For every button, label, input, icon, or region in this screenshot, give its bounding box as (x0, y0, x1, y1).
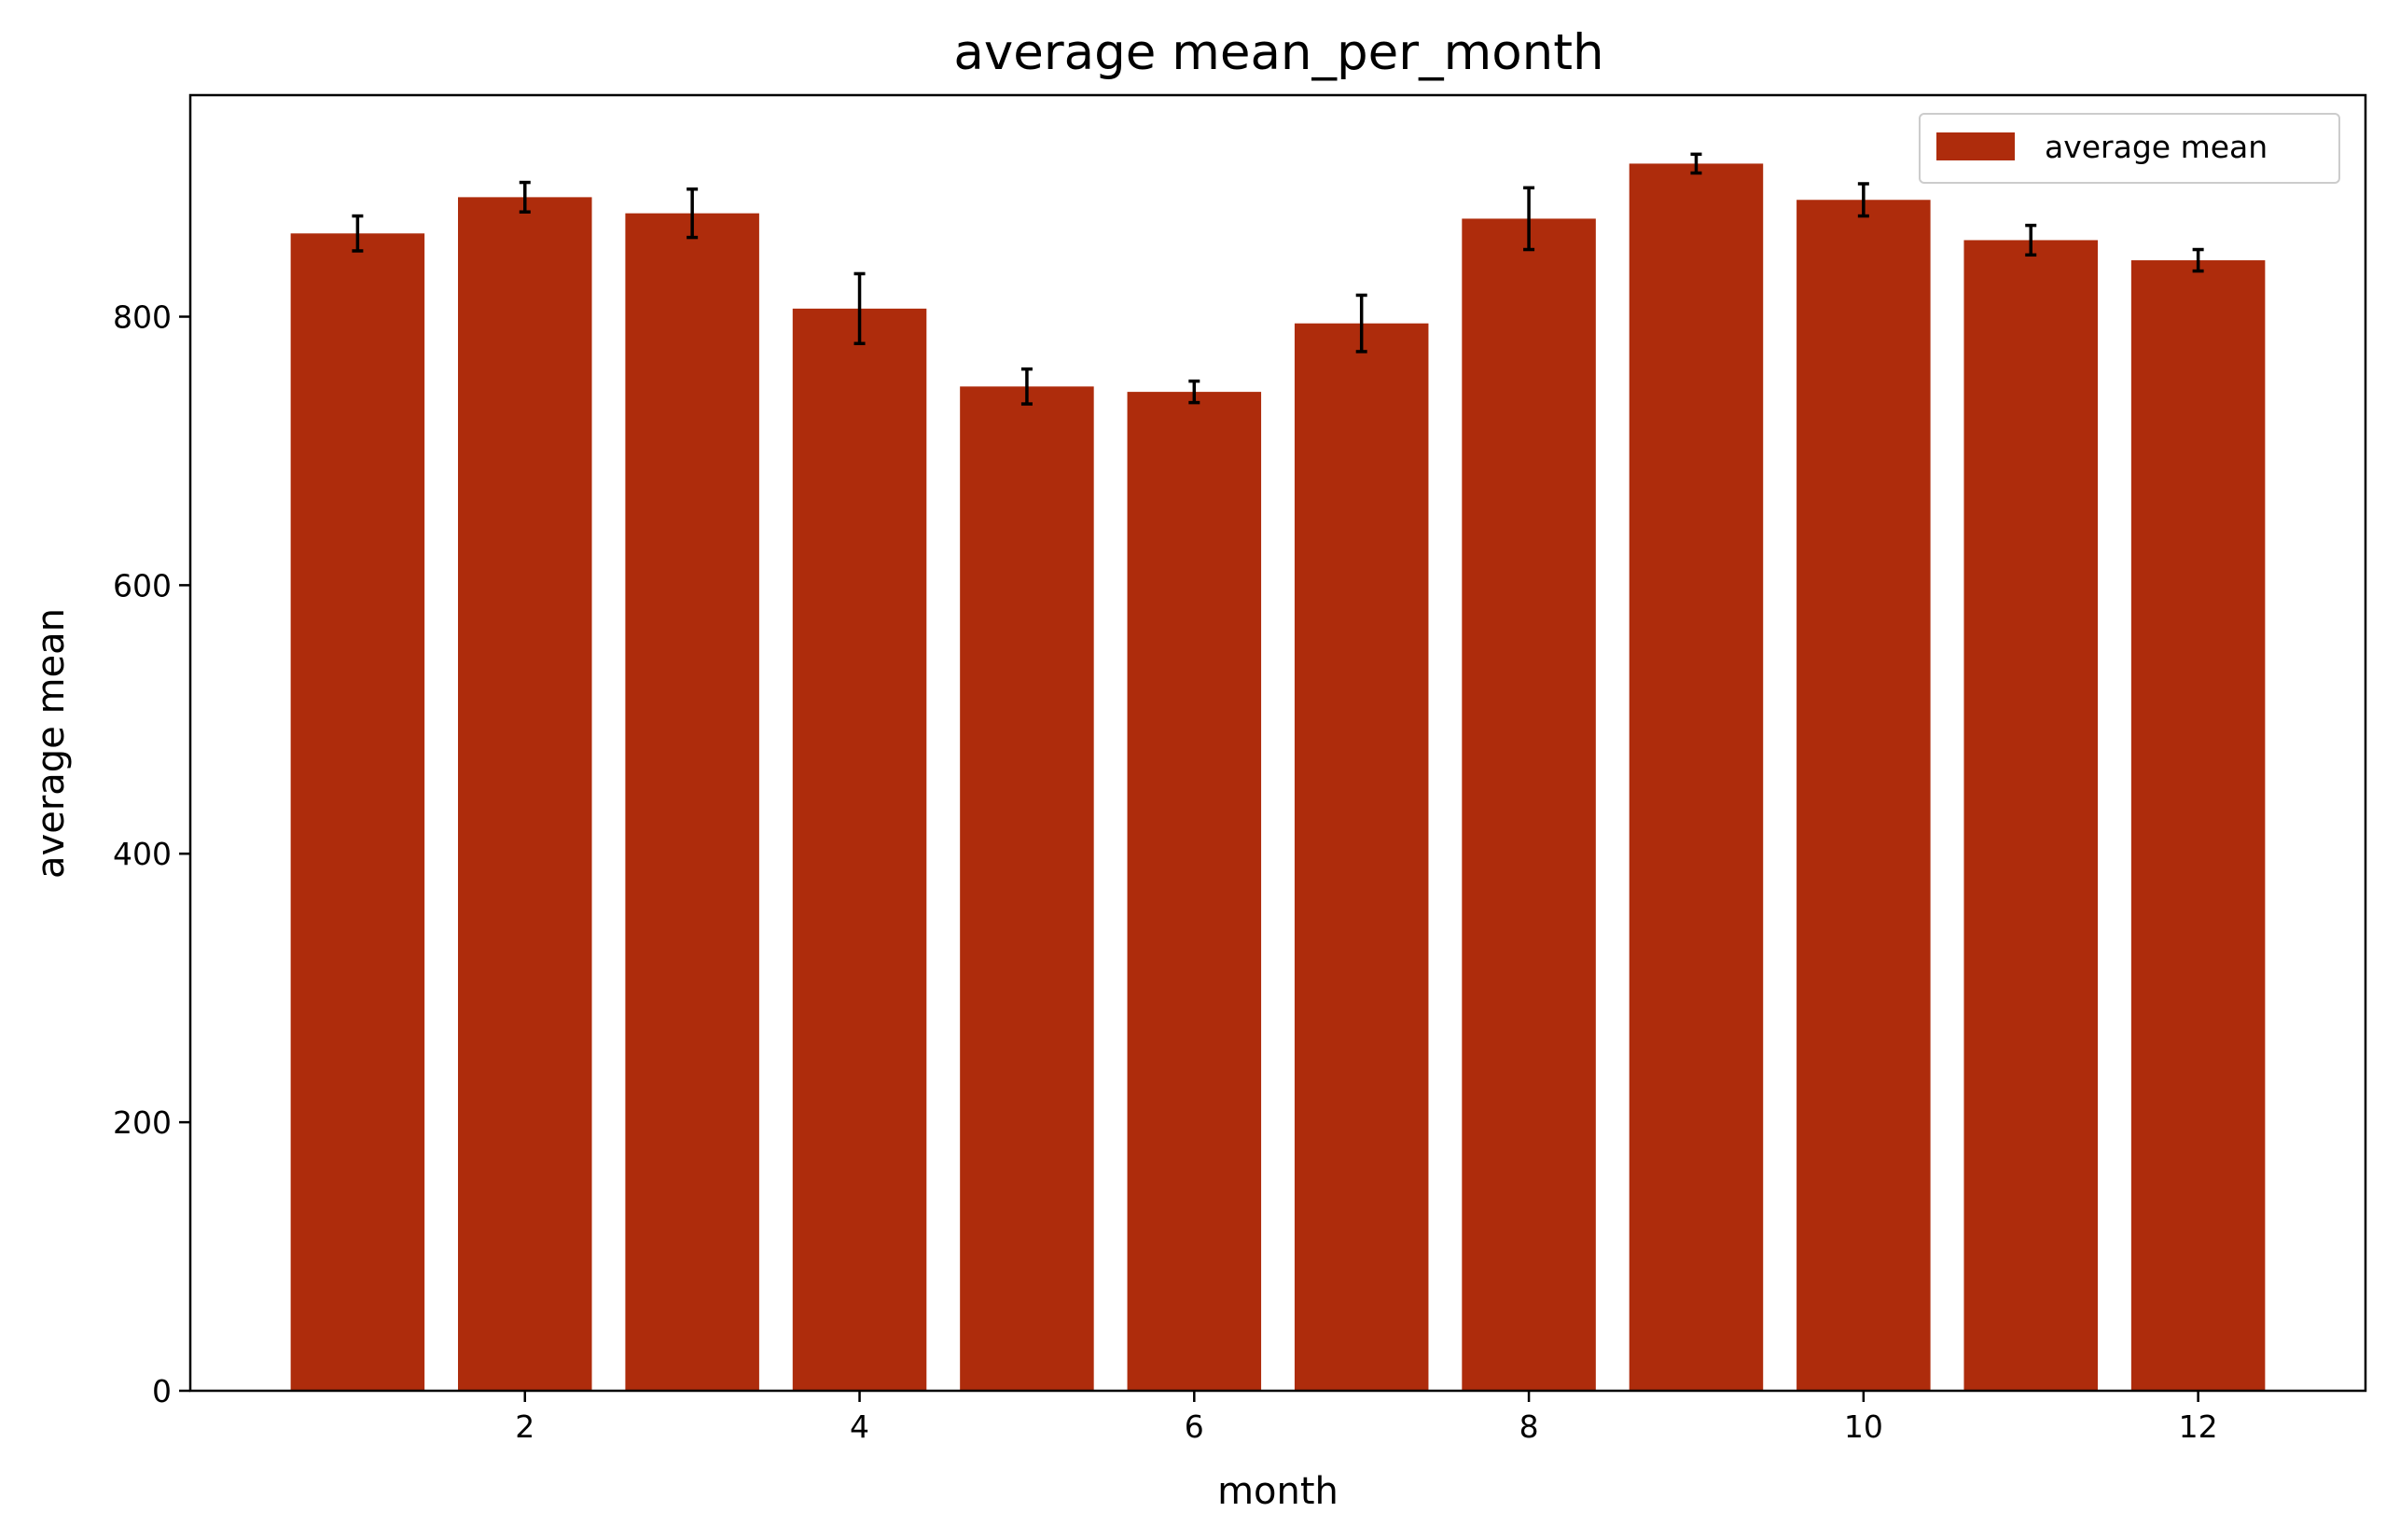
y-tick-label: 200 (113, 1104, 172, 1141)
y-tick-label: 600 (113, 567, 172, 604)
x-axis-label: month (1217, 1470, 1339, 1513)
error-bar-month-7 (1355, 293, 1367, 354)
bar-month-10 (1796, 200, 1931, 1392)
x-tick-label: 2 (515, 1408, 534, 1445)
bar-month-11 (1963, 240, 2098, 1391)
bar-month-9 (1629, 163, 1764, 1391)
bar-month-8 (1462, 218, 1596, 1391)
bar-month-12 (2130, 260, 2266, 1392)
x-tick-label: 8 (1519, 1408, 1539, 1445)
error-bar-month-9 (1690, 152, 1702, 175)
error-bar-month-1 (352, 214, 364, 253)
x-tick-label: 10 (1844, 1408, 1883, 1445)
legend-label: average mean (2045, 129, 2268, 165)
legend-swatch (1936, 132, 2015, 160)
error-bar-month-2 (519, 180, 531, 214)
y-axis-ticks: 0 200 400 600 800 (113, 298, 190, 1409)
error-bar-month-11 (2025, 223, 2037, 257)
error-bar-month-3 (687, 187, 699, 240)
bar-month-3 (625, 213, 759, 1391)
x-axis-ticks: 2 4 6 8 10 12 (515, 1391, 2218, 1445)
bar-month-2 (458, 197, 592, 1392)
chart-title: average mean_per_month (953, 24, 1603, 81)
legend-box (1919, 113, 2340, 184)
error-bar-month-12 (2192, 247, 2204, 273)
plot-frame (188, 93, 2367, 1393)
error-bars-layer (352, 152, 2204, 406)
x-tick-label: 4 (850, 1408, 869, 1445)
y-tick-label: 0 (152, 1373, 172, 1409)
y-tick-label: 800 (113, 298, 172, 335)
legend: average mean (1919, 113, 2340, 184)
bar-month-4 (792, 308, 927, 1392)
y-axis-label: average mean (30, 608, 73, 879)
bar-month-6 (1127, 392, 1262, 1392)
error-bar-month-10 (1857, 182, 1869, 218)
x-tick-label: 12 (2179, 1408, 2218, 1445)
bar-month-7 (1294, 323, 1429, 1391)
error-bar-month-6 (1188, 379, 1200, 405)
error-bar-month-8 (1523, 186, 1535, 252)
error-bar-month-4 (853, 271, 866, 346)
y-tick-label: 400 (113, 836, 172, 872)
bar-month-1 (290, 233, 425, 1391)
bar-month-5 (960, 386, 1094, 1391)
bars-layer (290, 163, 2266, 1392)
x-tick-label: 6 (1185, 1408, 1204, 1445)
error-bar-month-5 (1020, 367, 1033, 406)
